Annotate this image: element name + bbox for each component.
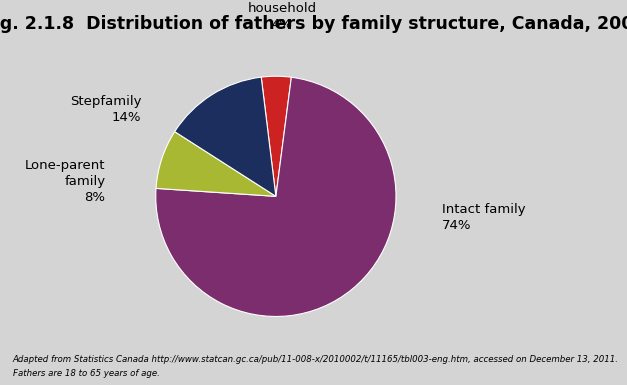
Wedge shape <box>261 76 292 196</box>
Wedge shape <box>156 132 276 196</box>
Text: Lone-parent
family
8%: Lone-parent family 8% <box>25 159 105 204</box>
Text: Stepfamily
14%: Stepfamily 14% <box>70 95 141 124</box>
Text: Fathers are 18 to 65 years of age.: Fathers are 18 to 65 years of age. <box>13 369 159 378</box>
Text: No children in
household
4%: No children in household 4% <box>236 0 328 30</box>
Text: Fig. 2.1.8  Distribution of fathers by family structure, Canada, 2006: Fig. 2.1.8 Distribution of fathers by fa… <box>0 15 627 33</box>
Text: Adapted from Statistics Canada http://www.statcan.gc.ca/pub/11-008-x/2010002/t/1: Adapted from Statistics Canada http://ww… <box>13 355 619 364</box>
Text: Intact family
74%: Intact family 74% <box>441 203 525 233</box>
Wedge shape <box>175 77 276 196</box>
Wedge shape <box>155 77 396 316</box>
